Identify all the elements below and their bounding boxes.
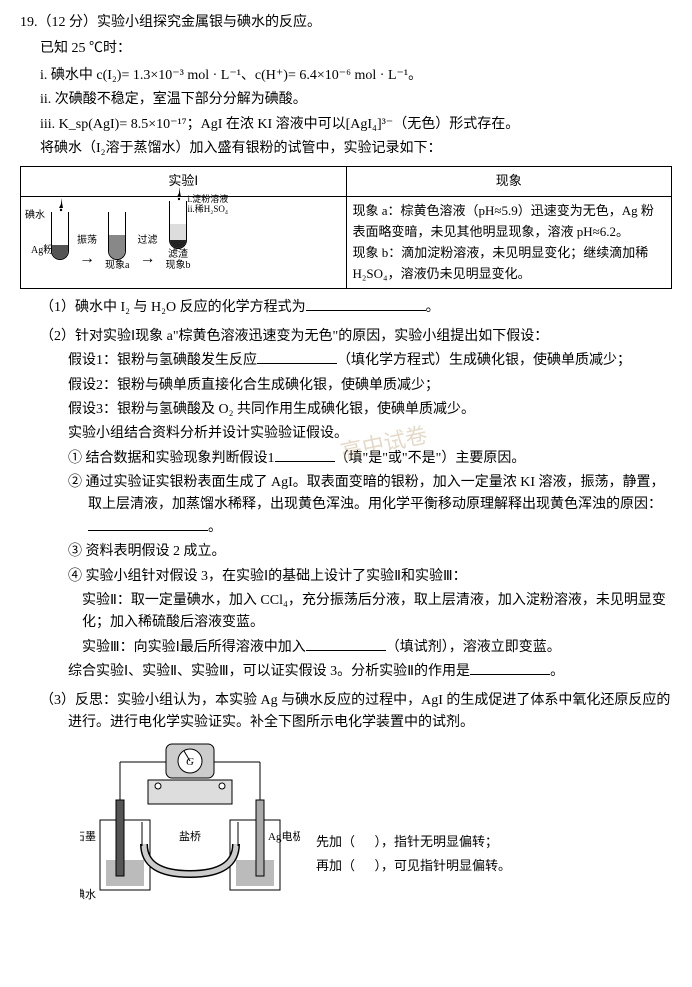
circuit-fill-text: 先加（ ），指针无明显偏转； 再加（ ），可见指针明显偏转。	[316, 830, 511, 877]
experiment-table: 实验Ⅰ 现象 碘水 Ag粉 振荡 →	[20, 166, 672, 289]
label-phen-b: 现象b	[165, 260, 190, 271]
question-2: （2）针对实验Ⅰ现象 a"棕黄色溶液迅速变为无色"的原因，实验小组提出如下假设：	[40, 326, 672, 348]
label-iodine-water-beaker: 碘水	[80, 888, 96, 901]
label-salt-bridge: 盐桥	[179, 830, 201, 843]
diagram-cell: 碘水 Ag粉 振荡 → 现象a	[21, 197, 347, 289]
question-1: （1）碘水中 I₂ 与 H₂O 反应的化学方程式为。	[40, 297, 672, 319]
circuit-diagram-wrap: G 盐桥 石墨 Ag电极 碘水 先加（ ），指针无明显偏转	[80, 740, 672, 910]
phenomenon-b: 现象 b：滴加淀粉溶液，未见明显变化；继续滴加稀 H₂SO₄，溶液仍未见明显变化…	[353, 243, 666, 285]
dropper-icon	[173, 187, 185, 201]
roman-ii: ii. 次碘酸不稳定，室温下部分分解为碘酸。	[40, 89, 672, 111]
label-residue: 滤渣	[168, 249, 188, 260]
combo-analysis: 综合实验Ⅰ、实验Ⅱ、实验Ⅲ，可以证实假设 3。分析实验Ⅱ的作用是。	[68, 661, 672, 683]
hypothesis-3: 假设3：银粉与氢碘酸及 O₂ 共同作用生成碘化银，使碘单质减少。	[68, 399, 672, 421]
label-graphite: 石墨	[80, 830, 96, 843]
label-filter: 过滤	[137, 235, 157, 246]
hypothesis-1: 假设1：银粉与氢碘酸发生反应（填化学方程式）生成碘化银，使碘单质减少；	[68, 350, 672, 372]
circle-1: ① 结合数据和实验现象判断假设1（填"是"或"不是"）主要原因。	[68, 448, 672, 470]
blank-c2	[88, 517, 208, 531]
blank-hyp1	[257, 350, 337, 364]
table-header-phen: 现象	[346, 167, 672, 197]
experiment-2: 实验Ⅱ：取一定量碘水，加入 CCl₄，充分振荡后分液，取上层清液，加入淀粉溶液，…	[82, 590, 672, 635]
design-intro: 实验小组结合资料分析并设计实验验证假设。	[68, 423, 672, 445]
question-header: 19.（12 分）实验小组探究金属银与碘水的反应。	[20, 12, 672, 34]
blank-combo	[470, 661, 550, 675]
tube-3-icon	[169, 201, 187, 249]
roman-iii: iii. K_sp(AgI)= 8.5×10⁻¹⁷；AgI 在浓 KI 溶液中可…	[40, 114, 672, 136]
label-shake: 振荡	[77, 235, 97, 246]
blank-exp3	[306, 637, 386, 651]
circle-4: ④ 实验小组针对假设 3，在实验Ⅰ的基础上设计了实验Ⅱ和实验Ⅲ：	[68, 566, 672, 588]
arrow-icon: →	[79, 246, 95, 272]
label-add-reagents: i.淀粉溶液ii.稀H₂SO₄	[187, 195, 228, 215]
label-phen-a: 现象a	[105, 260, 129, 271]
known-label: 已知 25 ℃时：	[40, 38, 672, 60]
blank-c1	[275, 448, 335, 462]
label-iodine-water: 碘水	[25, 208, 45, 224]
tube-1-icon	[51, 212, 69, 260]
svg-text:G: G	[186, 756, 194, 768]
phenomenon-cell: 现象 a：棕黄色溶液（pH≈5.9）迅速变为无色，Ag 粉表面略变暗，未见其他明…	[346, 197, 672, 289]
phenomenon-a: 现象 a：棕黄色溶液（pH≈5.9）迅速变为无色，Ag 粉表面略变暗，未见其他明…	[353, 201, 666, 243]
blank-q1	[306, 297, 426, 311]
dropper-icon	[55, 198, 67, 212]
roman-i: i. 碘水中 c(I₂)= 1.3×10⁻³ mol · L⁻¹、c(H⁺)= …	[40, 65, 672, 87]
hypothesis-2: 假设2：银粉与碘单质直接化合生成碘化银，使碘单质减少；	[68, 375, 672, 397]
label-ag-powder: Ag粉	[31, 243, 53, 259]
tube-2-icon	[108, 212, 126, 260]
experiment-3: 实验Ⅲ：向实验Ⅰ最后所得溶液中加入（填试剂），溶液立即变蓝。	[82, 637, 672, 659]
intro: 将碘水（I₂溶于蒸馏水）加入盛有银粉的试管中，实验记录如下：	[40, 138, 672, 160]
circle-3: ③ 资料表明假设 2 成立。	[68, 541, 672, 563]
circle-2: ② 通过实验证实银粉表面生成了 AgI。取表面变暗的银粉，加入一定量浓 KI 溶…	[68, 472, 672, 539]
arrow-icon: →	[139, 246, 155, 272]
label-ag-electrode: Ag电极	[268, 829, 300, 843]
circuit-diagram-icon: G 盐桥 石墨 Ag电极 碘水	[80, 740, 300, 910]
question-3: （3）反思：实验小组认为，本实验 Ag 与碘水反应的过程中，AgI 的生成促进了…	[40, 690, 672, 735]
